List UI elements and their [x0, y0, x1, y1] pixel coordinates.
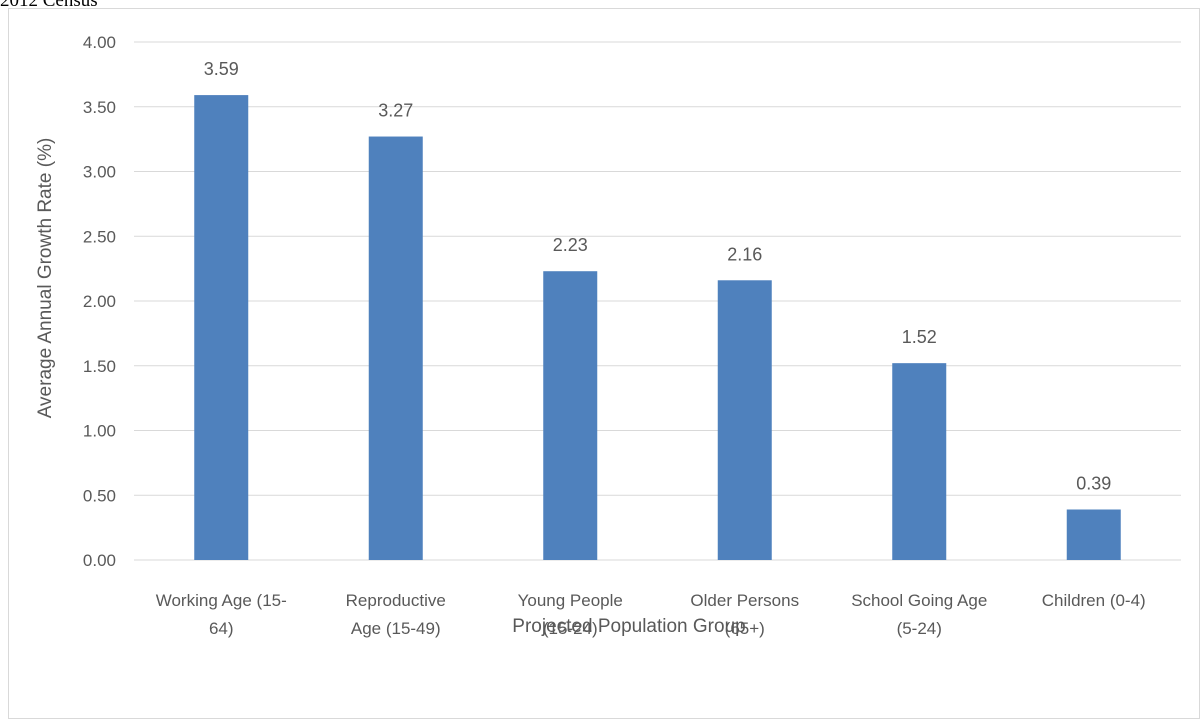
y-tick-label: 4.00 [83, 33, 116, 52]
data-label: 3.27 [378, 101, 413, 121]
data-label: 2.23 [553, 235, 588, 255]
x-tick-label: School Going Age (5-24) [851, 591, 987, 638]
x-tick-label-line: (15-24) [543, 619, 598, 638]
data-label: 3.59 [204, 59, 239, 79]
chart-area: 0.00 0.50 1.00 1.50 2.00 2.50 3.00 3.50 4.00 3.5… [8, 8, 1200, 719]
x-axis-title: Projected Population Group [512, 616, 745, 637]
bar [717, 280, 772, 560]
y-tick-label: 2.50 [83, 227, 116, 246]
y-tick-label: 3.00 [83, 163, 116, 182]
data-label: 2.16 [727, 244, 762, 264]
x-tick-label: Children (0-4) [1042, 591, 1146, 610]
bar [543, 271, 598, 560]
data-labels: 3.59 3.27 2.23 2.16 1.52 0.39 [204, 59, 1112, 493]
y-axis-ticks: 0.00 0.50 1.00 1.50 2.00 2.50 3.00 3.50 4.00 [83, 33, 116, 570]
x-tick-label: Working Age (15- 64) [156, 591, 287, 638]
x-tick-label: Reproductive Age (15-49) [346, 591, 446, 638]
y-tick-label: 1.50 [83, 357, 116, 376]
y-tick-label: 1.00 [83, 422, 116, 441]
y-tick-label: 2.00 [83, 292, 116, 311]
bar [368, 136, 423, 560]
x-tick-label-line: Older Persons [690, 591, 799, 610]
x-tick-label-line: (65+) [725, 619, 765, 638]
data-label: 0.39 [1076, 473, 1111, 493]
chart-caption: 2012 Census [0, 0, 98, 11]
x-tick-label-line: School Going Age [851, 591, 987, 610]
x-tick-label: Older Persons (65+) [690, 591, 799, 638]
x-tick-label-line: Young People [518, 591, 623, 610]
x-tick-label-line: 64) [209, 619, 234, 638]
x-axis-ticks: Working Age (15- 64) Reproductive Age (15-4… [156, 591, 1146, 638]
bar [892, 363, 947, 560]
bar [194, 95, 249, 560]
y-tick-label: 3.50 [83, 98, 116, 117]
y-axis-title: Average Annual Growth Rate (%) [35, 138, 56, 419]
x-tick-label-line: Reproductive [346, 591, 446, 610]
x-tick-label-line: (5-24) [897, 619, 942, 638]
x-tick-label-line: Age (15-49) [351, 619, 441, 638]
x-tick-label-line: Working Age (15- [156, 591, 287, 610]
gridlines [134, 41, 1181, 561]
bar-chart: 0.00 0.50 1.00 1.50 2.00 2.50 3.00 3.50 4.00 3.5… [35, 33, 1181, 638]
x-tick-label: Young People (15-24) [518, 591, 623, 638]
bars [194, 95, 1121, 560]
x-tick-label-line: Children (0-4) [1042, 591, 1146, 610]
bar [1066, 509, 1121, 560]
y-tick-label: 0.50 [83, 486, 116, 505]
data-label: 1.52 [902, 327, 937, 347]
y-tick-label: 0.00 [83, 551, 116, 570]
